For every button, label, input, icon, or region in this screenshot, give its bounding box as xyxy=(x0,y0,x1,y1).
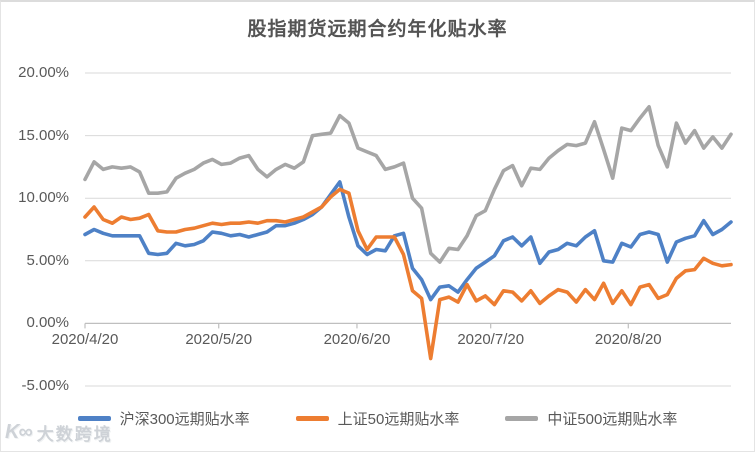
chart-title: 股指期货远期合约年化贴水率 xyxy=(247,19,508,40)
series-line-hs300 xyxy=(83,180,733,302)
x-axis-label: 2020/7/20 xyxy=(457,331,525,349)
series-line-csi500 xyxy=(83,105,733,264)
legend-item-sse50: 上证50远期贴水率 xyxy=(295,408,460,429)
y-axis-label: -5.00% xyxy=(21,377,69,394)
x-axis-label: 2020/6/20 xyxy=(323,331,391,349)
y-axis-label: 15.00% xyxy=(18,126,69,144)
y-axis-label: 20.00% xyxy=(18,64,69,81)
watermark: K∞ 大数跨境 xyxy=(5,420,113,445)
y-axis-label: 0.00% xyxy=(26,314,69,332)
y-axis-label: 5.00% xyxy=(26,251,69,269)
series-line-sse50 xyxy=(83,187,733,361)
legend-item-hs300: 沪深300远期贴水率 xyxy=(77,408,250,429)
x-axis-label: 2020/4/20 xyxy=(51,331,119,349)
x-axis-label: 2020/8/20 xyxy=(594,331,662,349)
legend-item-csi500: 中证500远期贴水率 xyxy=(505,408,677,429)
legend-label: 上证50远期贴水率 xyxy=(337,411,460,428)
y-axis-label: 10.00% xyxy=(18,189,69,207)
legend-label: 中证500远期贴水率 xyxy=(547,411,678,428)
legend-swatch-hs300 xyxy=(77,416,111,421)
watermark-text: 大数跨境 xyxy=(36,425,113,444)
legend-swatch-sse50 xyxy=(295,416,329,421)
watermark-logo-icon: K∞ xyxy=(5,421,33,443)
x-axis-label: 2020/5/20 xyxy=(185,331,253,349)
legend-swatch-csi500 xyxy=(505,416,539,421)
legend-label: 沪深300远期贴水率 xyxy=(119,411,250,428)
legend: 沪深300远期贴水率 上证50远期贴水率 中证500远期贴水率 xyxy=(1,408,754,429)
